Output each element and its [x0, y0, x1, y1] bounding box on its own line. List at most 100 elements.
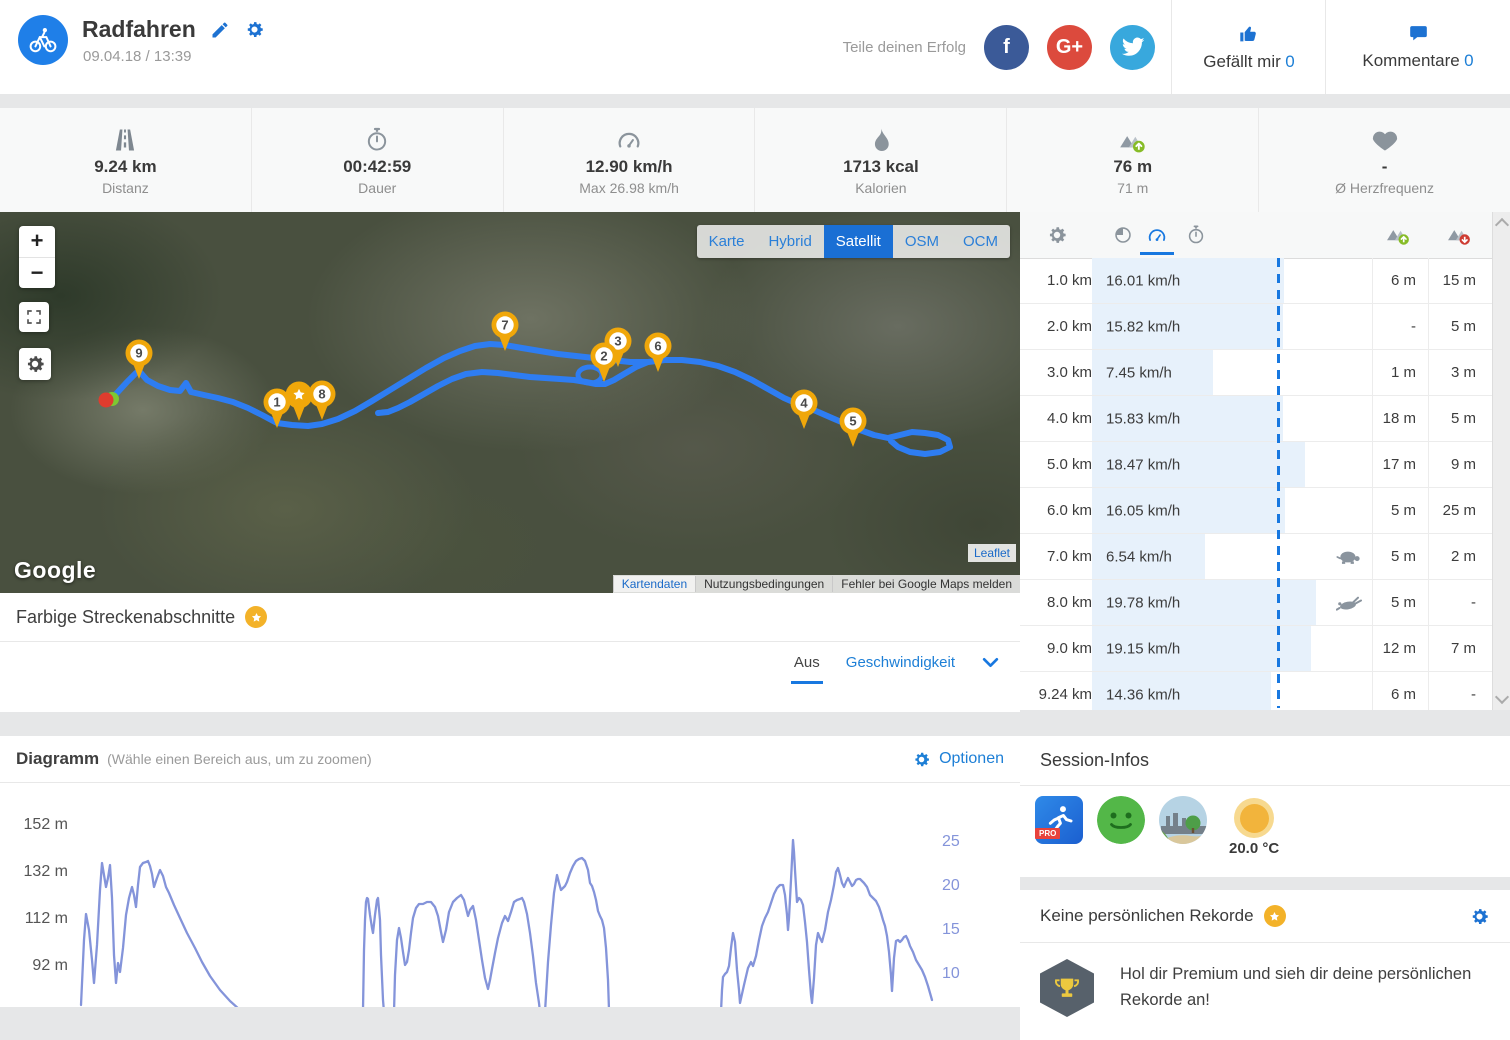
leaflet-attribution[interactable]: Leaflet	[967, 544, 1016, 562]
toggle-off[interactable]: Aus	[790, 654, 823, 684]
gear-icon	[24, 353, 46, 375]
split-elevation-gain: 18 m	[1372, 396, 1428, 441]
map-marker-5[interactable]: 5	[839, 407, 867, 448]
split-row: 9.24 km 14.36 km/h 6 m-	[1020, 672, 1492, 710]
elevation-gain-icon	[1119, 128, 1147, 154]
map-layer-karte[interactable]: Karte	[696, 225, 757, 258]
split-distance: 5.0 km	[1046, 456, 1092, 473]
attribution-link-2[interactable]: Fehler bei Google Maps melden	[832, 576, 1020, 592]
toggle-speed[interactable]: Geschwindigkeit	[845, 654, 955, 671]
map-marker-7[interactable]: 7	[491, 311, 519, 352]
splits-table-panel: 1.0 km 16.01 km/h 6 m 15 m 2.0 km 15.82 km/h -…	[1020, 212, 1510, 710]
map-marker-6[interactable]: 6	[644, 332, 672, 373]
stat-kalorien: 1713 kcal Kalorien	[755, 108, 1008, 212]
scroll-up-icon[interactable]	[1494, 217, 1510, 233]
activity-settings-icon[interactable]	[244, 19, 265, 40]
weather-sun-icon	[1234, 798, 1275, 838]
route-overlay: 9 8 1 7 32 6 4 5	[98, 311, 953, 457]
twitter-share-button[interactable]	[1110, 24, 1155, 70]
map-marker-star[interactable]	[285, 381, 313, 422]
zoom-out-button[interactable]: −	[30, 259, 44, 285]
road-icon	[111, 124, 139, 154]
map-layer-satellit[interactable]: Satellit	[823, 225, 893, 258]
stat-label: Max 26.98 km/h	[579, 180, 679, 196]
chart-line-segment-0	[79, 859, 252, 1020]
speed-bar	[1092, 534, 1205, 579]
map-marker-2[interactable]: 2	[590, 342, 618, 383]
svg-text:2: 2	[600, 349, 607, 364]
comments-button[interactable]: Kommentare 0	[1325, 0, 1510, 94]
map-marker-4[interactable]: 4	[790, 389, 818, 430]
split-elevation-gain: 5 m	[1372, 580, 1428, 625]
speedometer-icon	[615, 126, 643, 154]
left-axis-tick-0: 152 m	[23, 816, 68, 833]
speed-tab-icon[interactable]	[1146, 224, 1168, 246]
stat-value: -	[1381, 157, 1388, 176]
session-infos-panel: Session-Infos PRO 20.0 °C	[1020, 736, 1510, 877]
elevation-loss-column-icon[interactable]	[1447, 223, 1472, 246]
google-logo[interactable]: Google	[14, 557, 97, 583]
split-speed-cell: 19.15 km/h	[1092, 626, 1372, 671]
attribution-link-0[interactable]: Kartendaten	[612, 576, 696, 592]
rabbit-icon	[1336, 594, 1362, 612]
map-marker-8[interactable]: 8	[308, 380, 336, 421]
chart-canvas	[79, 838, 934, 1020]
svg-text:8: 8	[318, 387, 325, 402]
svg-text:6: 6	[654, 339, 661, 354]
like-button[interactable]: Gefällt mir 0	[1171, 0, 1326, 94]
gear-icon	[912, 750, 931, 769]
pace-tab-icon[interactable]	[1112, 224, 1134, 246]
colored-segments-section: Farbige Streckenabschnitte Aus Geschwind…	[0, 593, 1020, 712]
records-settings-icon[interactable]	[1469, 906, 1490, 927]
google-plus-share-button[interactable]: G+	[1047, 24, 1092, 70]
like-count: 0	[1285, 51, 1295, 71]
star-icon	[250, 611, 263, 624]
split-distance: 8.0 km	[1046, 594, 1092, 611]
zoom-in-button[interactable]: +	[19, 226, 55, 258]
split-elevation-gain: -	[1372, 304, 1428, 349]
road-icon	[111, 126, 139, 154]
split-speed-value: 16.05 km/h	[1106, 502, 1181, 519]
split-elevation-gain: 6 m	[1372, 672, 1428, 710]
fullscreen-button[interactable]	[19, 302, 49, 332]
premium-star-badge	[245, 606, 268, 628]
split-speed-value: 16.01 km/h	[1106, 272, 1181, 289]
stat-value: 9.24 km	[94, 157, 157, 176]
mood-smiley-icon	[1097, 796, 1145, 844]
diagram-section: Diagramm (Wähle einen Bereich aus, um zu…	[0, 736, 1020, 1020]
splits-settings-icon[interactable]	[1046, 224, 1068, 246]
trophy-icon	[1052, 976, 1082, 1000]
right-axis-tick-2: 15	[942, 921, 960, 938]
chart-line-segment-3	[543, 856, 611, 1014]
star-icon	[1268, 910, 1281, 923]
elevation-speed-chart[interactable]: 152 m 132 m 112 m 92 m 25 20 15 10	[0, 790, 1020, 1020]
edit-title-icon[interactable]	[210, 20, 230, 40]
map-marker-9[interactable]: 9	[125, 339, 153, 380]
split-speed-value: 6.54 km/h	[1106, 548, 1172, 565]
map-layer-hybrid[interactable]: Hybrid	[756, 225, 824, 258]
map-settings-button[interactable]	[19, 348, 51, 380]
split-elevation-gain: 1 m	[1372, 350, 1428, 395]
splits-scrollbar[interactable]	[1492, 212, 1510, 710]
stat-label: Dauer	[358, 180, 397, 196]
map-layer-ocm[interactable]: OCM	[951, 225, 1010, 258]
chevron-down-icon[interactable]	[981, 653, 1000, 672]
map-marker-1[interactable]: 1	[263, 388, 291, 429]
split-row: 1.0 km 16.01 km/h 6 m 15 m	[1020, 258, 1492, 304]
split-speed-value: 15.82 km/h	[1106, 318, 1181, 335]
elevation-gain-column-icon[interactable]	[1386, 223, 1411, 246]
facebook-share-button[interactable]: f	[984, 24, 1029, 70]
attribution-link-1[interactable]: Nutzungsbedingungen	[695, 576, 832, 592]
split-elevation-loss: -	[1428, 580, 1492, 625]
map-layer-osm[interactable]: OSM	[892, 225, 951, 258]
thumb-up-icon	[1238, 23, 1260, 45]
diagram-options-button[interactable]: Optionen	[912, 750, 1004, 769]
scroll-down-icon[interactable]	[1494, 689, 1510, 705]
duration-tab-icon[interactable]	[1185, 224, 1207, 246]
split-distance: 7.0 km	[1046, 548, 1092, 565]
split-speed-cell: 7.45 km/h	[1092, 350, 1372, 395]
speed-bar	[1092, 626, 1311, 671]
map-marker-3[interactable]: 3	[604, 327, 632, 368]
